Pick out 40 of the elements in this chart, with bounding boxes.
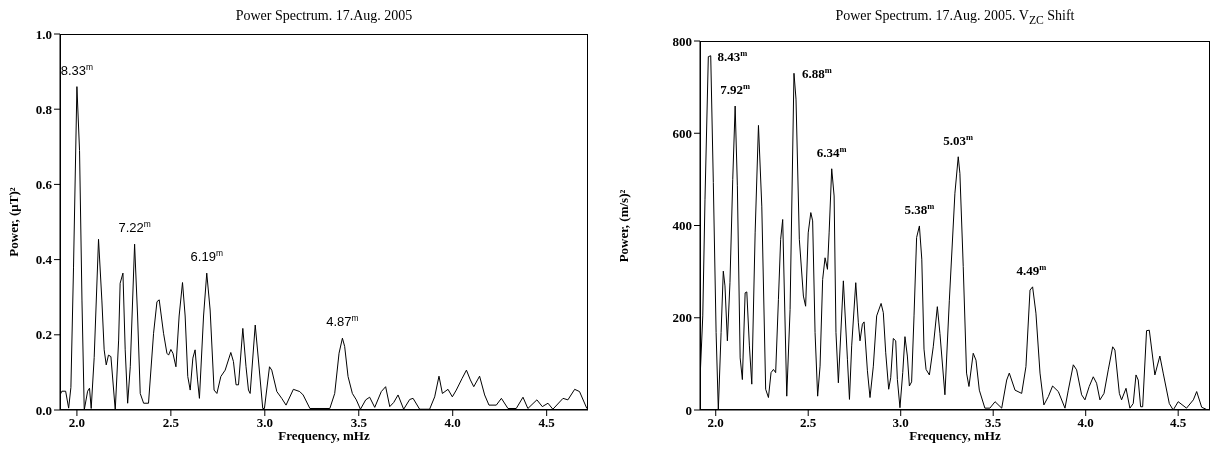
x-tick-label: 3.0 bbox=[892, 415, 909, 431]
y-axis-title: Power, (m/s)² bbox=[616, 189, 632, 262]
x-tick-label: 3.5 bbox=[350, 415, 368, 431]
x-tick-label: 3.0 bbox=[256, 415, 273, 431]
chart-title: Power Spectrum. 17.Aug. 2005 bbox=[234, 8, 414, 24]
annotation: 8.43$^{m}$ bbox=[717, 47, 748, 64]
x-axis-title: Frequency, mHz bbox=[278, 428, 370, 443]
annotation: 6.34$^{m}$ bbox=[816, 143, 847, 160]
y-tick-label: 0.2 bbox=[35, 327, 52, 343]
annotation: 6.88$^{m}$ bbox=[801, 65, 832, 82]
x-axis-title: Frequency, mHz bbox=[909, 428, 1001, 443]
x-tick-label: 4.5 bbox=[1170, 415, 1187, 431]
annotation: 6.19$^{m}$ bbox=[190, 248, 223, 265]
x-tick-label: 4.0 bbox=[444, 415, 461, 431]
y-tick-label: 200 bbox=[672, 310, 692, 326]
annotation: 7.92$^{m}$ bbox=[720, 81, 751, 98]
y-tick-label: 0 bbox=[685, 402, 692, 418]
annotation: 8.33$^{m}$ bbox=[60, 61, 94, 78]
x-tick-label: 2.0 bbox=[68, 415, 86, 431]
annotation: 4.49$^{m}$ bbox=[1016, 261, 1047, 278]
annotation: 5.03$^{m}$ bbox=[943, 131, 974, 148]
y-tick-label: 0.6 bbox=[35, 177, 53, 193]
chart-title: Power Spectrum. 17.Aug. 2005. V$_{ZC}$ Shift bbox=[834, 8, 1076, 27]
y-tick-label: 600 bbox=[672, 125, 692, 141]
x-tick-label: 2.5 bbox=[800, 415, 817, 431]
annotation: 4.87$^{m}$ bbox=[326, 313, 359, 330]
annotation: 7.22$^{m}$ bbox=[118, 219, 151, 236]
x-tick-label: 4.0 bbox=[1077, 415, 1094, 431]
y-tick-label: 0.4 bbox=[35, 252, 53, 268]
x-tick-label: 3.5 bbox=[985, 415, 1002, 431]
y-tick-label: 400 bbox=[672, 218, 692, 234]
x-tick-label: 2.0 bbox=[707, 415, 724, 431]
y-tick-label: 800 bbox=[672, 33, 692, 49]
x-tick-label: 2.5 bbox=[162, 415, 180, 431]
y-tick-label: 0.8 bbox=[35, 101, 53, 117]
y-tick-label: 1.0 bbox=[35, 26, 52, 42]
x-tick-label: 4.5 bbox=[538, 415, 556, 431]
y-axis-title: Power, (μT)² bbox=[6, 187, 22, 257]
y-tick-label: 0.0 bbox=[35, 402, 52, 418]
annotation: 5.38$^{m}$ bbox=[904, 200, 935, 217]
